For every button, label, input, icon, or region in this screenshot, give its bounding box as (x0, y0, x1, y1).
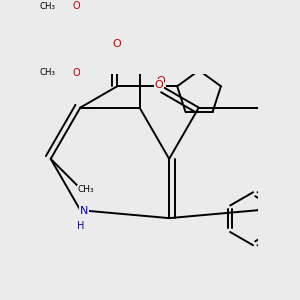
Text: N: N (80, 206, 88, 216)
Text: O: O (157, 76, 166, 86)
Text: O: O (73, 1, 80, 11)
Text: CH₃: CH₃ (40, 2, 56, 11)
Text: CH₃: CH₃ (40, 68, 56, 77)
Text: O: O (73, 68, 80, 77)
Text: CH₃: CH₃ (78, 185, 94, 194)
Text: O: O (155, 80, 164, 90)
Text: H: H (76, 220, 84, 230)
Text: O: O (113, 40, 122, 50)
